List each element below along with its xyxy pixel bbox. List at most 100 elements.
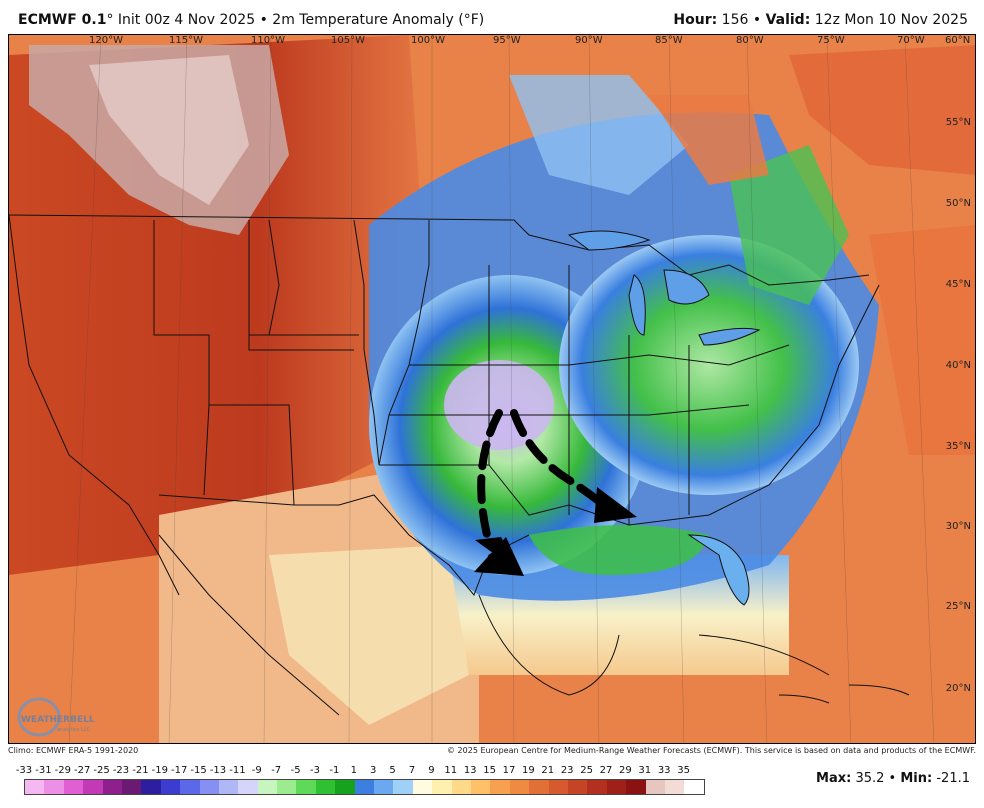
legend-swatch: [645, 780, 665, 794]
lon-label-80w: 80°W: [736, 35, 764, 46]
legend-swatch: [626, 780, 646, 794]
lon-label-85w: 85°W: [655, 35, 683, 46]
legend-tick-label: -9: [251, 765, 262, 776]
svg-text:analytics LLC: analytics LLC: [57, 727, 91, 733]
legend-swatch: [548, 780, 568, 794]
degree-symbol: °: [106, 12, 114, 28]
credits: Climo: ECMWF ERA-5 1991-2020 © 2025 Euro…: [8, 746, 976, 758]
color-legend: -33 -31 -29 -27 -25 -23 -21 -19 -17 -15 -13 -11 -9 -7…: [16, 765, 705, 795]
arrow-head-south-tip: [474, 537, 524, 576]
weatherbell-logo: WEATHERBELL analytics LLC: [15, 695, 105, 739]
legend-swatch: [315, 780, 336, 794]
valid-time: Hour: 156 • Valid: 12z Mon 10 Nov 2025: [673, 12, 968, 28]
legend-swatch: [335, 780, 355, 794]
legend-tick-label: 17: [502, 765, 516, 776]
lat-label-25n: 25°N: [945, 601, 971, 612]
lat-label-50n: 50°N: [945, 198, 971, 209]
legend-swatch: [180, 780, 200, 794]
lat-label-35n: 35°N: [945, 441, 971, 452]
legend-colorbar: [24, 779, 705, 795]
ontario-warm: [649, 95, 769, 185]
legend-swatch: [296, 780, 316, 794]
legend-swatch: [25, 780, 45, 794]
valid-value: 12z Mon 10 Nov 2025: [814, 12, 968, 28]
legend-swatch: [374, 780, 394, 794]
copyright-credit: © 2025 European Centre for Medium-Range …: [447, 746, 976, 755]
legend-tick-label: -29: [54, 765, 71, 776]
legend-tick-label: 11: [444, 765, 458, 776]
maxmin-separator: •: [888, 771, 897, 786]
legend-swatch: [257, 780, 278, 794]
coldest-anomaly: [444, 360, 554, 450]
pacific-coastline: [9, 214, 180, 596]
legend-swatch: [354, 780, 375, 794]
legend-tick-label: 27: [599, 765, 613, 776]
legend-tick-label: 21: [541, 765, 555, 776]
florida: [687, 534, 750, 606]
lon-label-70w: 70°W: [897, 35, 925, 46]
legend-swatch: [393, 780, 413, 794]
great-lakes: [567, 230, 761, 346]
legend-swatch: [509, 780, 530, 794]
legend-tick-label: 25: [580, 765, 593, 776]
legend-tick-label: -17: [171, 765, 188, 776]
legend-tick-label: 9: [428, 765, 435, 776]
legend-swatch: [63, 780, 84, 794]
lon-label-105w: 105°W: [331, 35, 365, 46]
arrow-head-southeast: [594, 487, 637, 523]
legend-tick-label: -31: [35, 765, 52, 776]
legend-tick-label: -13: [209, 765, 227, 776]
lon-label-115w: 115°W: [169, 35, 203, 46]
legend-tick-label: 15: [483, 765, 496, 776]
lon-label-100w: 100°W: [411, 35, 445, 46]
graticule: [68, 35, 935, 743]
legend-swatch: [587, 780, 607, 794]
legend-labels: -33 -31 -29 -27 -25 -23 -21 -19 -17 -15 -13 -11 -9 -7…: [16, 765, 704, 777]
legend-tick-label: -5: [290, 765, 301, 776]
legend-tick-label: -27: [74, 765, 91, 776]
legend-swatch: [160, 780, 181, 794]
legend-swatch: [121, 780, 142, 794]
lat-label-45n: 45°N: [945, 279, 971, 290]
legend-swatch: [102, 780, 122, 794]
legend-tick-label: -25: [93, 765, 110, 776]
cold-air-arrow-south: [477, 409, 503, 539]
legend-swatch: [199, 780, 219, 794]
legend-swatch: [470, 780, 491, 794]
weatherbell-logo-mark: WEATHERBELL analytics LLC: [17, 697, 95, 737]
quebec-cold: [729, 145, 849, 305]
legend-tick-label: -11: [229, 765, 246, 776]
legend-tick-label: 3: [370, 765, 377, 776]
model-name: ECMWF 0.1: [18, 12, 107, 28]
lat-label-55n: 55°N: [945, 117, 971, 128]
political-boundaries: [9, 214, 880, 596]
legend-tick-label: -15: [190, 765, 207, 776]
legend-tick-label: -33: [15, 765, 33, 776]
legend-swatch: [83, 780, 103, 794]
legend-swatch: [529, 780, 549, 794]
legend-tick-label: -21: [132, 765, 149, 776]
legend-swatch: [277, 780, 297, 794]
legend-tick-label: -3: [310, 765, 320, 776]
lat-label-30n: 30°N: [945, 521, 971, 532]
legend-swatch: [684, 780, 704, 794]
min-label: Min:: [900, 771, 933, 786]
legend-swatch: [490, 780, 510, 794]
hour-label: Hour:: [673, 12, 718, 28]
lat-label-20n: 20°N: [945, 683, 971, 694]
climo-credit: Climo: ECMWF ERA-5 1991-2020: [8, 746, 139, 755]
legend-swatch: [432, 780, 452, 794]
lon-label-95w: 95°W: [493, 35, 521, 46]
svg-text:WEATHERBELL: WEATHERBELL: [21, 715, 95, 725]
init-time: Init 00z 4 Nov 2025: [117, 12, 256, 28]
legend-tick-label: -19: [151, 765, 168, 776]
canada-extreme-warm-core: [89, 55, 249, 205]
title-separator: •: [259, 12, 268, 28]
legend-swatch: [567, 780, 588, 794]
legend-swatch: [44, 780, 64, 794]
mexico-mild: [269, 545, 469, 725]
max-min-summary: Max: 35.2 • Min: -21.1: [816, 771, 970, 786]
min-value: -21.1: [936, 771, 970, 786]
lon-label-110w: 110°W: [251, 35, 285, 46]
legend-swatch: [141, 780, 161, 794]
